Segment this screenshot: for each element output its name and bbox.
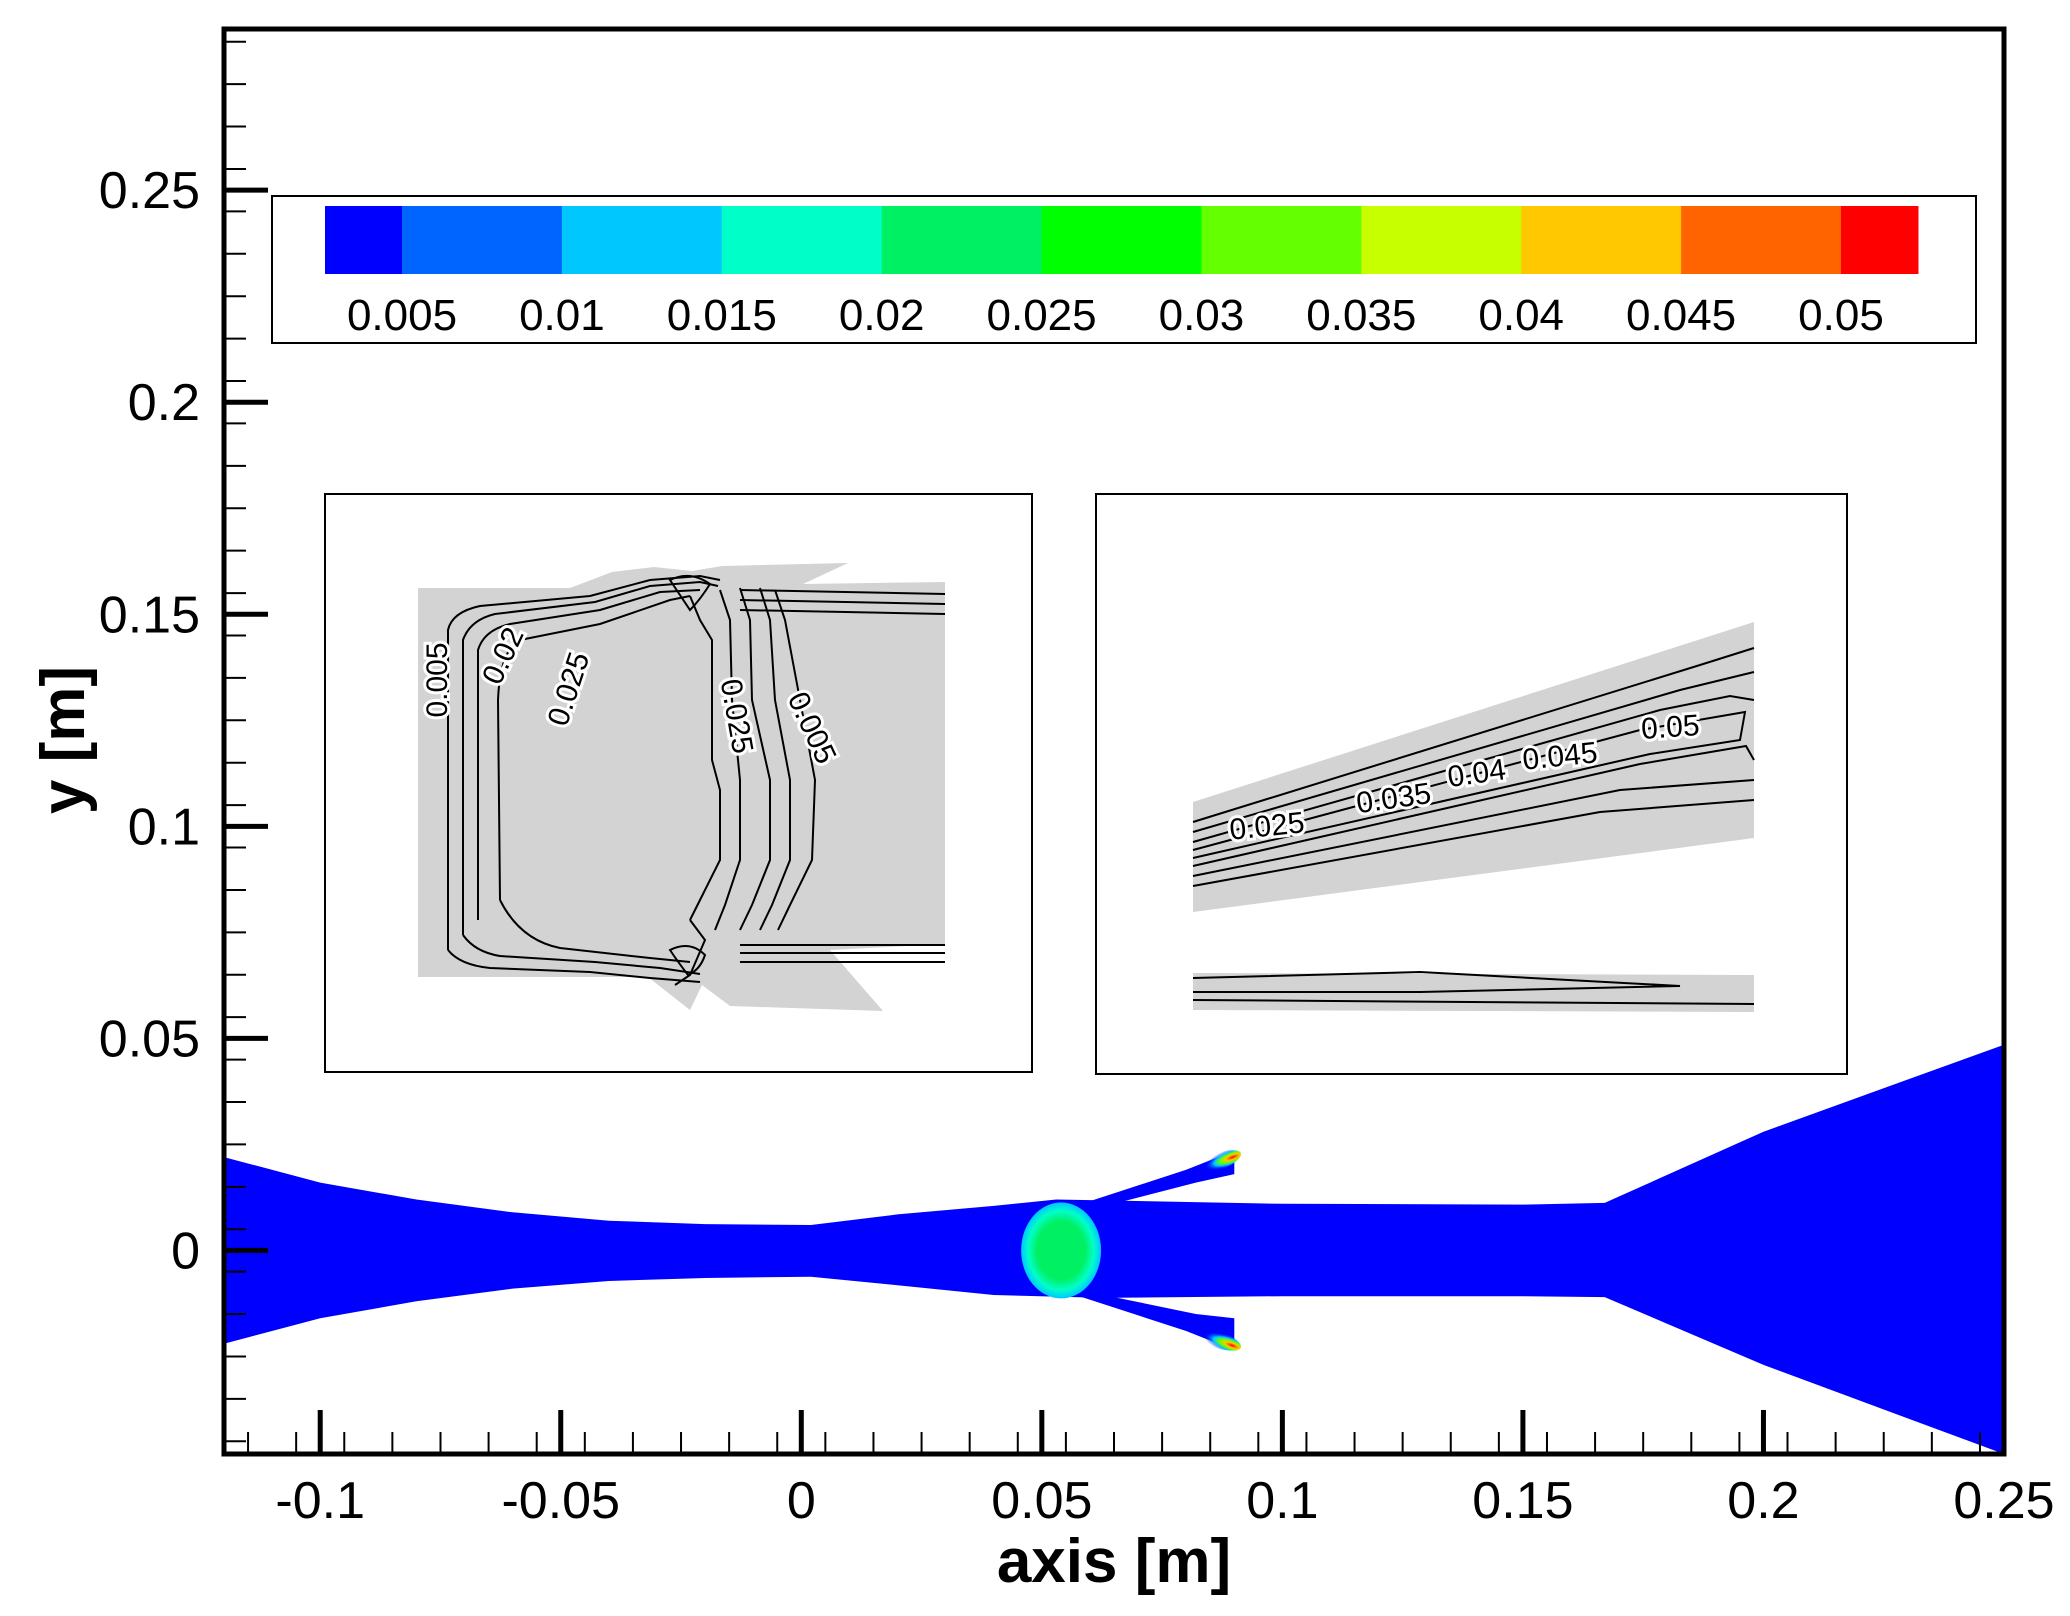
colorbar-label: 0.045	[1626, 291, 1736, 340]
colorbar-swatch	[881, 206, 1043, 274]
colorbar-swatch	[325, 206, 403, 274]
contour-label: 0.005	[421, 642, 454, 717]
x-tick-label: 0.05	[991, 1472, 1092, 1530]
contour-field	[224, 1044, 2004, 1454]
colorbar-label: 0.015	[667, 291, 777, 340]
y-tick-label: 0.1	[128, 798, 200, 856]
colorbar-label: 0.025	[987, 291, 1097, 340]
field-lower-nozzle	[1075, 1295, 1235, 1351]
x-tick-label: 0.15	[1472, 1472, 1573, 1530]
y-axis-title: y [m]	[29, 666, 98, 814]
colorbar-label: 0.02	[839, 291, 925, 340]
colorbar-swatch	[721, 206, 883, 274]
y-tick-label: 0.05	[99, 1010, 200, 1068]
x-tick-label: -0.05	[501, 1472, 620, 1530]
field-upper-nozzle	[1075, 1150, 1235, 1206]
colorbar-label: 0.05	[1798, 291, 1884, 340]
colorbar-legend: 0.005 0.01 0.015 0.02 0.025 0.03 0.035 0.04 0.04…	[271, 195, 1977, 344]
y-tick-label: 0.25	[99, 162, 200, 220]
y-tick-label: 0.2	[128, 374, 200, 432]
contour-label: 0.05	[1640, 709, 1701, 746]
colorbar-swatch	[1041, 206, 1202, 274]
colorbar-label: 0.01	[519, 291, 605, 340]
inset-left-contour-lines	[447, 574, 946, 986]
inset-right-contour-lines	[1192, 647, 1755, 1005]
x-tick-label: -0.1	[275, 1472, 365, 1530]
colorbar-swatch	[1681, 206, 1842, 274]
x-axis-title: axis [m]	[997, 1527, 1231, 1596]
colorbar-label: 0.035	[1306, 291, 1416, 340]
inset-right-upper-region	[1193, 622, 1754, 912]
y-tick-label: 0.15	[99, 586, 200, 644]
colorbar-label: 0.04	[1478, 291, 1564, 340]
y-tick-label: 0	[171, 1222, 200, 1280]
inset-left-region	[418, 563, 945, 1011]
x-tick-label: 0.1	[1246, 1472, 1318, 1530]
colorbar-swatch	[1201, 206, 1362, 274]
inset-left: 0.005 0.02 0.025 0.025 0.005	[324, 493, 1033, 1073]
colorbar-labels: 0.005 0.01 0.015 0.02 0.025 0.03 0.035 0.04 0.04…	[347, 291, 1884, 340]
colorbar-swatches	[325, 206, 1919, 274]
colorbar-swatch	[561, 206, 723, 274]
field-lower-nozzle-hotspot	[1184, 1324, 1241, 1351]
field-core-hotspot	[1021, 1202, 1102, 1299]
colorbar-label: 0.005	[347, 291, 457, 340]
field-upper-nozzle-hotspot	[1184, 1150, 1241, 1177]
colorbar-swatch	[1361, 206, 1522, 274]
colorbar-swatch	[402, 206, 563, 274]
field-region	[224, 1044, 2004, 1454]
colorbar-swatch	[1841, 206, 1919, 274]
colorbar-label: 0.03	[1159, 291, 1245, 340]
colorbar-swatch	[1521, 206, 1682, 274]
x-tick-label: 0	[787, 1472, 816, 1530]
axis-ticks	[224, 40, 2007, 1454]
x-tick-label: 0.2	[1727, 1472, 1799, 1530]
x-tick-label: 0.25	[1953, 1472, 2054, 1530]
axis-tick-labels: -0.1 -0.05 0 0.05 0.1 0.15 0.2 0.25 0 0.05 0.1 0.15…	[99, 162, 2055, 1530]
